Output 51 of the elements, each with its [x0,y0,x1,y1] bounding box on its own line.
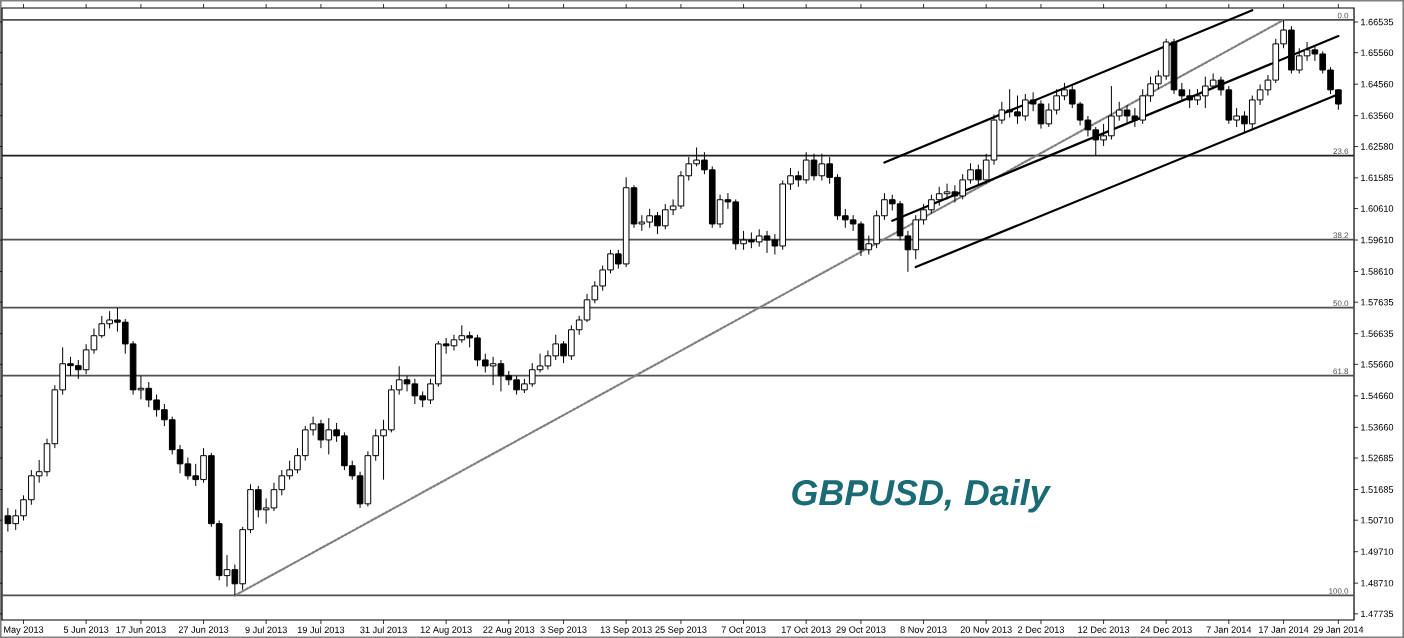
candlestick [341,431,348,471]
candlestick [450,334,458,352]
candlestick [317,419,325,449]
candlestick [1108,85,1115,141]
candlestick [544,350,552,370]
candlestick [661,203,669,230]
text: GBPUSD, Daily [792,479,1052,513]
candlestick [301,425,309,462]
candlestick [1014,95,1021,125]
candlestick [1202,76,1209,109]
candlestick [928,194,935,215]
candlestick [818,153,826,182]
candlestick [646,208,653,229]
candlestick [677,170,685,210]
candlestick [528,362,536,388]
candlestick [1100,123,1107,147]
candlestick [1123,104,1131,123]
candlestick [411,378,419,405]
candlestick [810,153,818,182]
candlestick [1139,88,1147,125]
candlestick [935,186,943,207]
candlestick [552,334,560,361]
candlestick [654,211,661,235]
candlestick [732,198,740,251]
candlestick [951,184,959,204]
candlestick [497,359,505,392]
candlestick [474,334,481,367]
candlestick [1209,72,1217,90]
candlestick [959,173,967,200]
candlestick [153,394,160,418]
candlestick [1225,85,1233,125]
candlestick [192,463,200,487]
candlestick [943,183,951,200]
candlestick [403,375,411,392]
candlestick [325,417,333,455]
candlestick [583,293,591,323]
candlestick [857,220,865,257]
candlestick [802,151,810,185]
candlestick [489,356,497,386]
candlestick [1037,99,1045,130]
candlestick [1170,38,1178,95]
candlestick [513,375,520,396]
candlestick [1021,93,1029,122]
candlestick [975,164,982,186]
candlestick [1006,88,1013,119]
candlestick [1186,88,1193,109]
candlestick [388,384,395,433]
candlestick [145,381,153,408]
candlestick [763,230,771,254]
candlestick [568,324,575,361]
candlestick [1045,102,1053,128]
